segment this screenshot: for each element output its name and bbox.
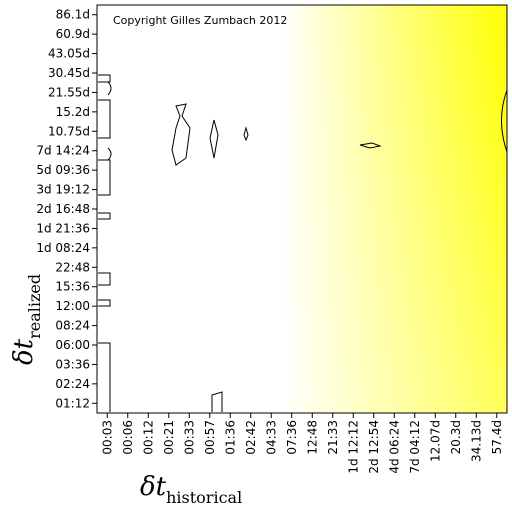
x-tick-label: 57.4d [490, 420, 504, 454]
x-tick-label: 21:33 [326, 420, 340, 455]
heatmap-shade [97, 5, 507, 413]
y-tick-label: 7d 14:24 [36, 144, 90, 158]
y-tick-label: 08:24 [55, 319, 90, 333]
y-tick-label: 15.2d [56, 105, 90, 119]
x-tick-label: 7d 04:12 [408, 420, 422, 474]
y-tick-label: 1d 21:36 [36, 221, 90, 235]
y-axis-sub: realized [25, 274, 44, 339]
x-tick-label: 2d 12:54 [367, 420, 381, 474]
x-tick-label: 00:06 [121, 420, 135, 455]
y-tick-label: 10.75d [48, 124, 90, 138]
x-tick-label: 07:36 [285, 420, 299, 455]
x-tick-label: 34.13d [469, 420, 483, 462]
x-tick-label: 00:21 [162, 420, 176, 455]
x-tick-label: 01:36 [223, 420, 237, 455]
x-tick-label: 00:33 [182, 420, 196, 455]
y-tick-label: 60.9d [56, 27, 90, 41]
x-tick-label: 02:42 [244, 420, 258, 455]
x-tick-label: 4d 06:24 [387, 420, 401, 474]
y-tick-label: 5d 09:36 [36, 163, 90, 177]
x-axis-symbol: δt [140, 472, 167, 502]
y-axis-title: δtrealized [9, 274, 44, 365]
y-tick-label: 01:12 [55, 396, 90, 410]
y-tick-label: 03:36 [55, 357, 90, 371]
x-tick-label: 00:57 [203, 420, 217, 455]
y-tick-label: 3d 19:12 [36, 183, 90, 197]
y-tick-label: 21.55d [48, 85, 90, 99]
contours [98, 74, 508, 412]
x-tick-label: 1d 12:12 [346, 420, 360, 474]
y-tick-label: 30.45d [48, 66, 90, 80]
x-tick-label: 12:48 [305, 420, 319, 455]
y-tick-label: 86.1d [56, 8, 90, 22]
x-tick-label: 00:12 [141, 420, 155, 455]
y-tick-label: 2d 16:48 [36, 202, 90, 216]
y-tick-label: 02:24 [55, 377, 90, 391]
y-tick-label: 22:48 [55, 260, 90, 274]
x-axis-sub: historical [166, 488, 242, 507]
y-tick-label: 12:00 [55, 299, 90, 313]
y-tick-label: 06:00 [55, 338, 90, 352]
y-tick-label: 43.05d [48, 47, 90, 61]
y-axis-symbol: δt [9, 338, 39, 365]
x-tick-label: 20.3d [449, 420, 463, 454]
y-tick-label: 15:36 [55, 280, 90, 294]
y-tick-label: 1d 08:24 [36, 241, 90, 255]
copyright: Copyright Gilles Zumbach 2012 [113, 14, 287, 27]
x-tick-label: 12.07d [428, 420, 442, 462]
x-tick-label: 00:03 [100, 420, 114, 455]
x-axis-title: δthistorical [140, 472, 242, 507]
x-tick-label: 04:33 [264, 420, 278, 455]
